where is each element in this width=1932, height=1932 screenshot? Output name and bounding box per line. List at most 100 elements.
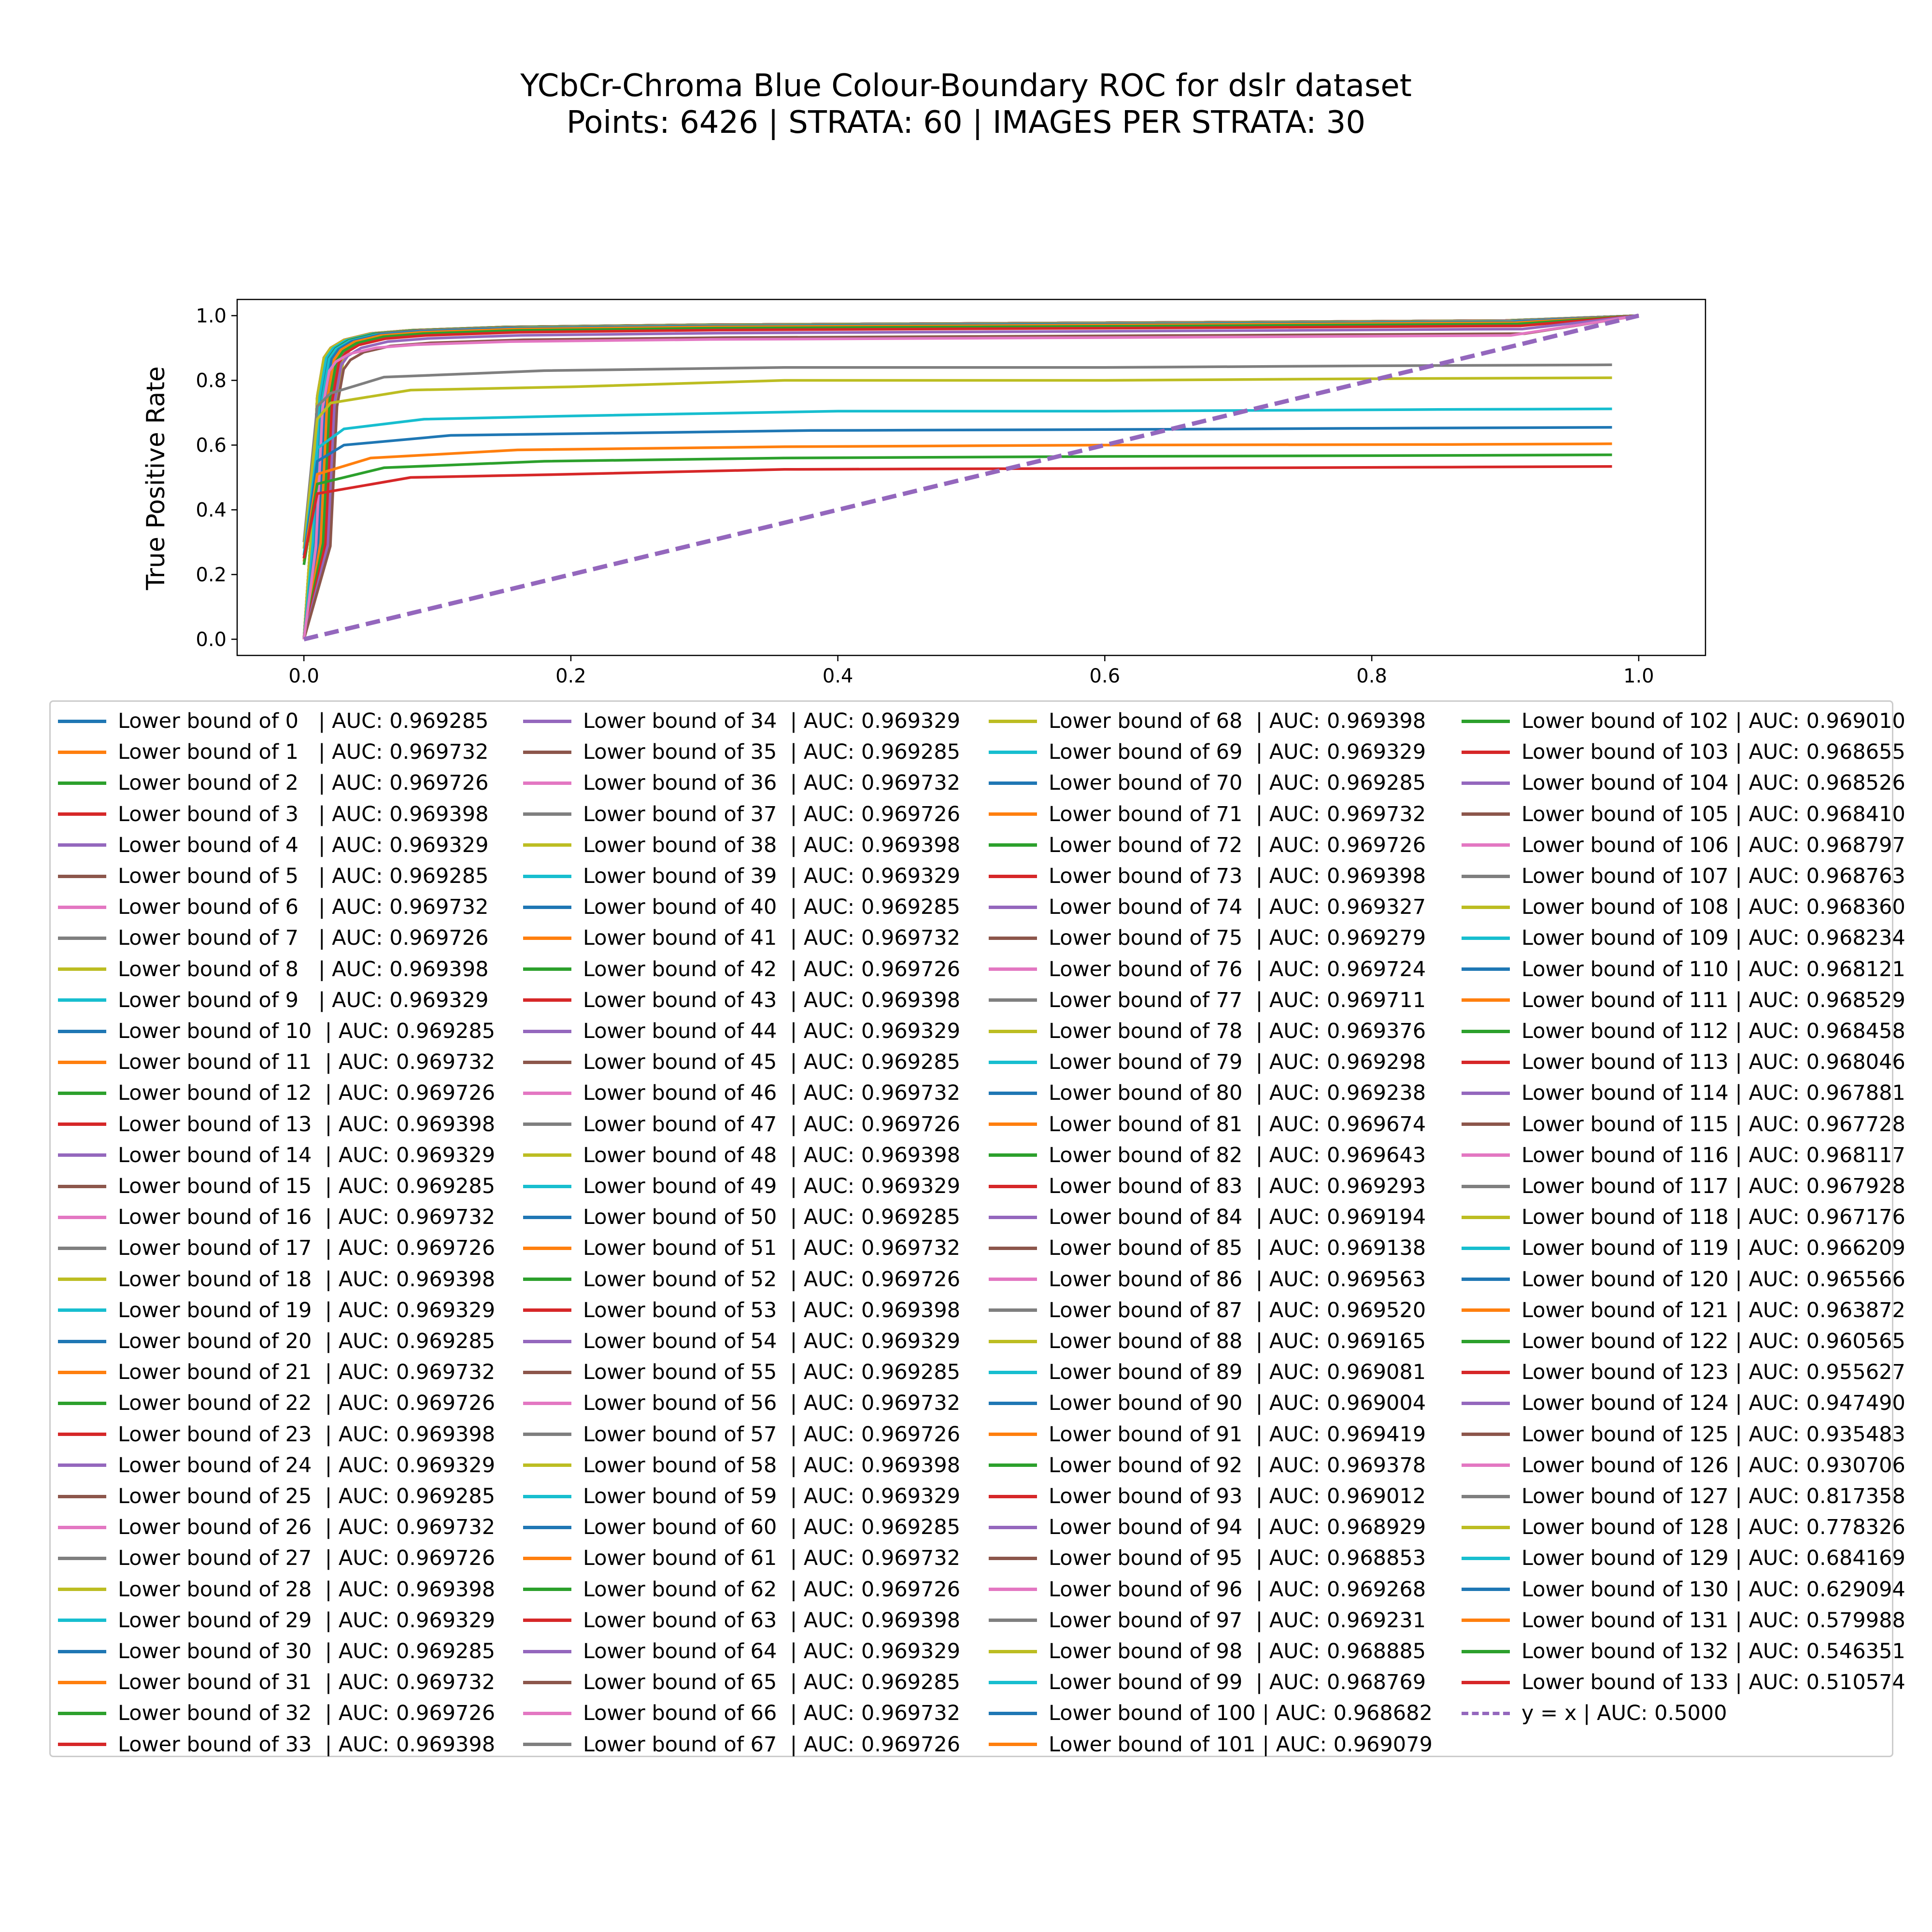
legend-label: Lower bound of 42 | AUC: 0.969726: [583, 957, 961, 981]
legend-swatch: [58, 1401, 106, 1405]
legend-swatch: [58, 812, 106, 816]
y-tick-label: 1.0: [196, 305, 227, 327]
legend-label: Lower bound of 110 | AUC: 0.968121: [1521, 957, 1905, 981]
legend-swatch: [58, 1743, 106, 1747]
x-tick-label: 0.4: [823, 665, 853, 687]
series-line-bound-131: [302, 442, 1612, 562]
legend-item: Lower bound of 98 | AUC: 0.968885: [989, 1636, 1426, 1667]
legend-swatch: [989, 1153, 1037, 1157]
legend-item: Lower bound of 43 | AUC: 0.969398: [523, 985, 960, 1016]
legend-item: Lower bound of 90 | AUC: 0.969004: [989, 1388, 1426, 1419]
legend-item: Lower bound of 85 | AUC: 0.969138: [989, 1233, 1426, 1264]
legend-label: Lower bound of 101 | AUC: 0.969079: [1049, 1732, 1433, 1757]
legend-swatch: [58, 1525, 106, 1529]
legend-swatch: [58, 874, 106, 878]
legend-label: Lower bound of 92 | AUC: 0.969378: [1049, 1453, 1426, 1477]
legend-label: Lower bound of 27 | AUC: 0.969726: [118, 1546, 496, 1571]
legend-swatch: [523, 1091, 571, 1095]
legend-swatch: [523, 1370, 571, 1374]
legend-label: Lower bound of 133 | AUC: 0.510574: [1521, 1670, 1905, 1695]
legend-label: Lower bound of 90 | AUC: 0.969004: [1049, 1391, 1426, 1416]
legend-item: Lower bound of 31 | AUC: 0.969732: [58, 1667, 495, 1698]
legend-label: Lower bound of 82 | AUC: 0.969643: [1049, 1143, 1426, 1167]
legend-label: Lower bound of 125 | AUC: 0.935483: [1521, 1422, 1905, 1447]
legend-item: Lower bound of 74 | AUC: 0.969327: [989, 892, 1426, 923]
legend-label: Lower bound of 68 | AUC: 0.969398: [1049, 709, 1426, 733]
legend-label: Lower bound of 109 | AUC: 0.968234: [1521, 926, 1905, 951]
legend-label: Lower bound of 3 | AUC: 0.969398: [118, 802, 489, 826]
legend-swatch: [58, 1308, 106, 1312]
legend-label: y = x | AUC: 0.5000: [1521, 1701, 1727, 1726]
legend-swatch: [58, 1339, 106, 1343]
legend-item: Lower bound of 92 | AUC: 0.969378: [989, 1450, 1426, 1481]
legend-label: Lower bound of 115 | AUC: 0.967728: [1521, 1112, 1905, 1136]
legend-label: Lower bound of 73 | AUC: 0.969398: [1049, 864, 1426, 888]
legend-label: Lower bound of 31 | AUC: 0.969732: [118, 1670, 496, 1695]
legend-item: Lower bound of 111 | AUC: 0.968529: [1462, 985, 1905, 1016]
legend-item: Lower bound of 26 | AUC: 0.969732: [58, 1512, 495, 1543]
legend-item: Lower bound of 4 | AUC: 0.969329: [58, 830, 488, 861]
legend-item: Lower bound of 100 | AUC: 0.968682: [989, 1698, 1433, 1729]
legend-item: Lower bound of 34 | AUC: 0.969329: [523, 706, 960, 737]
legend-label: Lower bound of 78 | AUC: 0.969376: [1049, 1019, 1426, 1043]
legend-item: Lower bound of 46 | AUC: 0.969732: [523, 1078, 960, 1108]
legend-item: Lower bound of 73 | AUC: 0.969398: [989, 861, 1426, 892]
legend-swatch: [58, 1153, 106, 1157]
legend-swatch: [1462, 1494, 1510, 1498]
legend-label: Lower bound of 113 | AUC: 0.968046: [1521, 1050, 1905, 1075]
legend-swatch: [523, 1153, 571, 1157]
legend-item: Lower bound of 42 | AUC: 0.969726: [523, 954, 960, 985]
legend-label: Lower bound of 93 | AUC: 0.969012: [1049, 1484, 1426, 1508]
legend-swatch: [523, 843, 571, 847]
x-tick-label: 0.0: [288, 665, 319, 687]
series-line-bound-130: [302, 426, 1612, 559]
legend-swatch: [1462, 812, 1510, 816]
legend-item: Lower bound of 16 | AUC: 0.969732: [58, 1202, 495, 1233]
legend-item: Lower bound of 78 | AUC: 0.969376: [989, 1016, 1426, 1047]
legend-item: Lower bound of 87 | AUC: 0.969520: [989, 1295, 1426, 1326]
legend-item: Lower bound of 35 | AUC: 0.969285: [523, 737, 960, 767]
legend-label: Lower bound of 122 | AUC: 0.960565: [1521, 1329, 1905, 1353]
legend-label: Lower bound of 35 | AUC: 0.969285: [583, 740, 961, 765]
legend-item: Lower bound of 132 | AUC: 0.546351: [1462, 1636, 1905, 1667]
legend-swatch: [1462, 1463, 1510, 1467]
legend-label: Lower bound of 46 | AUC: 0.969732: [583, 1081, 961, 1106]
legend-item: Lower bound of 7 | AUC: 0.969726: [58, 923, 488, 953]
legend-swatch: [58, 1433, 106, 1436]
legend-label: Lower bound of 112 | AUC: 0.968458: [1521, 1019, 1905, 1043]
legend-swatch: [989, 905, 1037, 909]
legend-label: Lower bound of 54 | AUC: 0.969329: [583, 1329, 961, 1353]
legend-item: Lower bound of 93 | AUC: 0.969012: [989, 1481, 1426, 1512]
legend-label: Lower bound of 0 | AUC: 0.969285: [118, 709, 489, 733]
legend-item: Lower bound of 113 | AUC: 0.968046: [1462, 1047, 1905, 1078]
legend-swatch: [989, 1649, 1037, 1653]
legend-swatch: [523, 1215, 571, 1219]
legend-label: Lower bound of 15 | AUC: 0.969285: [118, 1174, 496, 1198]
legend-label: Lower bound of 2 | AUC: 0.969726: [118, 771, 489, 796]
legend-item: Lower bound of 133 | AUC: 0.510574: [1462, 1667, 1905, 1698]
legend-label: Lower bound of 75 | AUC: 0.969279: [1049, 926, 1426, 951]
series-line-bound-128: [302, 376, 1612, 549]
legend-item: Lower bound of 51 | AUC: 0.969732: [523, 1233, 960, 1264]
x-tick-label: 0.2: [555, 665, 586, 687]
legend-label: Lower bound of 52 | AUC: 0.969726: [583, 1267, 961, 1292]
legend-item: Lower bound of 116 | AUC: 0.968117: [1462, 1140, 1905, 1171]
legend-label: Lower bound of 83 | AUC: 0.969293: [1049, 1174, 1426, 1198]
legend-item: Lower bound of 66 | AUC: 0.969732: [523, 1698, 960, 1729]
plot-frame: [236, 298, 1706, 656]
legend-swatch: [58, 1091, 106, 1095]
legend-item: Lower bound of 6 | AUC: 0.969732: [58, 892, 488, 923]
legend-swatch: [1462, 905, 1510, 909]
legend-label: Lower bound of 129 | AUC: 0.684169: [1521, 1546, 1905, 1571]
legend-swatch: [523, 967, 571, 971]
legend-item: Lower bound of 105 | AUC: 0.968410: [1462, 799, 1905, 830]
legend-label: Lower bound of 69 | AUC: 0.969329: [1049, 740, 1426, 765]
legend-item: Lower bound of 107 | AUC: 0.968763: [1462, 861, 1905, 892]
legend-label: Lower bound of 28 | AUC: 0.969398: [118, 1577, 496, 1602]
legend-item: Lower bound of 101 | AUC: 0.969079: [989, 1729, 1433, 1760]
legend-swatch: [1462, 998, 1510, 1002]
legend-swatch: [58, 1463, 106, 1467]
legend-swatch: [523, 874, 571, 878]
legend-swatch: [989, 1029, 1037, 1033]
legend-item: Lower bound of 45 | AUC: 0.969285: [523, 1047, 960, 1078]
